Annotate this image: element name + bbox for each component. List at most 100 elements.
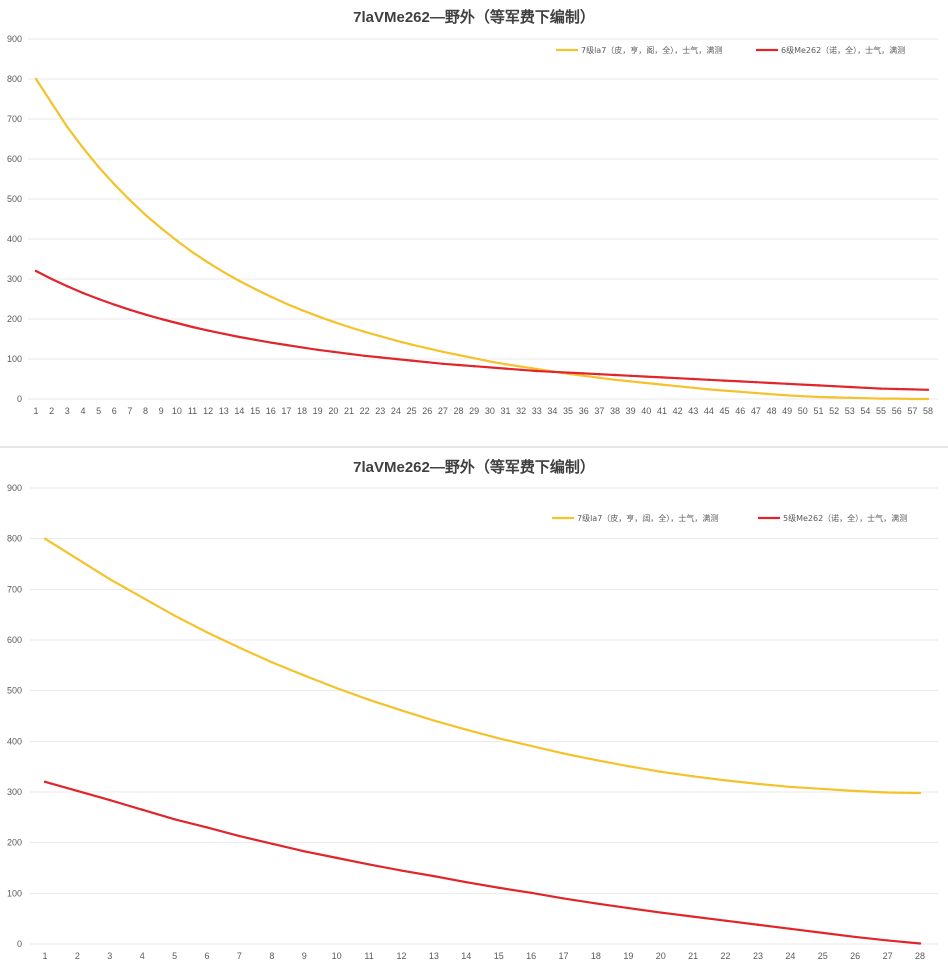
series-line-2 <box>44 780 921 945</box>
x-tick-label: 35 <box>563 406 573 416</box>
data-point <box>238 834 241 838</box>
x-tick-label: 18 <box>591 951 601 961</box>
data-point <box>504 367 507 370</box>
x-tick-label: 16 <box>526 951 536 961</box>
chart-divider <box>0 446 948 448</box>
data-point <box>379 356 382 359</box>
data-point <box>205 826 209 829</box>
data-point <box>173 614 176 617</box>
data-point <box>253 338 257 341</box>
x-tick-label: 10 <box>172 406 182 416</box>
data-point <box>723 379 726 382</box>
x-tick-label: 26 <box>850 951 860 961</box>
x-tick-label: 19 <box>313 406 323 416</box>
data-point <box>363 330 366 333</box>
data-point <box>159 317 163 321</box>
data-point <box>519 365 523 368</box>
data-point <box>400 709 403 712</box>
data-point <box>848 396 851 399</box>
data-point <box>853 935 857 939</box>
data-point <box>141 808 144 811</box>
data-point <box>367 863 371 866</box>
data-point <box>432 874 436 878</box>
data-point <box>817 395 820 399</box>
data-point <box>739 390 742 393</box>
x-tick-label: 49 <box>782 406 792 416</box>
y-tick-label: 100 <box>7 354 22 364</box>
data-point <box>43 780 47 784</box>
x-tick-label: 10 <box>332 951 342 961</box>
y-tick-label: 400 <box>7 234 22 244</box>
x-tick-label: 4 <box>80 406 85 416</box>
x-tick-label: 27 <box>438 406 448 416</box>
x-tick-label: 36 <box>579 406 589 416</box>
data-point <box>497 737 500 740</box>
x-tick-label: 8 <box>143 406 148 416</box>
legend-entry: 7级la7（皮，亨，阔，全），士气，满测 <box>577 513 718 523</box>
data-point <box>238 646 241 649</box>
y-tick-label: 0 <box>17 939 22 949</box>
data-point <box>566 371 570 374</box>
x-tick-label: 32 <box>516 406 526 416</box>
data-point <box>724 919 727 922</box>
x-tick-label: 50 <box>798 406 808 416</box>
data-point <box>707 378 711 381</box>
data-point <box>303 674 306 677</box>
chart-panel-1: 7laVMe262—野外（等军费下编制） 0 100 200 300 400 500 600… <box>0 0 948 446</box>
data-point <box>303 850 306 853</box>
data-point <box>895 397 898 400</box>
x-tick-label: 1 <box>42 951 47 961</box>
x-tick-label: 23 <box>375 406 385 416</box>
data-point <box>488 360 492 363</box>
data-point <box>335 856 338 860</box>
x-tick-label: 21 <box>344 406 354 416</box>
data-point <box>113 183 116 186</box>
legend-entry: 6级Me262（诺，全），士气，满测 <box>781 45 905 55</box>
x-tick-label: 6 <box>205 951 210 961</box>
data-point <box>81 146 85 149</box>
data-point <box>582 374 585 377</box>
x-tick-label: 45 <box>720 406 730 416</box>
data-point <box>76 789 79 793</box>
data-point <box>488 366 492 369</box>
y-tick-label: 400 <box>7 736 22 746</box>
data-point <box>801 395 805 398</box>
data-point <box>692 386 695 389</box>
data-point <box>335 686 338 690</box>
data-point <box>911 388 914 391</box>
data-point <box>159 227 163 230</box>
data-point <box>300 309 304 312</box>
x-tick-label: 2 <box>75 951 80 961</box>
x-tick-label: 28 <box>454 406 464 416</box>
x-tick-label: 12 <box>396 951 406 961</box>
data-point <box>886 939 889 942</box>
x-tick-label: 6 <box>112 406 117 416</box>
data-point <box>441 350 445 353</box>
data-point <box>432 719 436 722</box>
data-point <box>128 308 132 311</box>
data-point <box>238 279 241 283</box>
data-point <box>821 931 824 935</box>
data-point <box>659 911 662 914</box>
x-tick-label: 52 <box>829 406 839 416</box>
data-point <box>175 321 179 325</box>
chart-title: 7laVMe262—野外（等军费下编制） <box>353 459 595 476</box>
y-tick-label: 200 <box>7 838 22 848</box>
data-point <box>504 363 507 366</box>
data-point <box>206 329 210 332</box>
data-point <box>141 596 144 599</box>
data-point <box>316 315 319 318</box>
x-tick-label: 15 <box>250 406 260 416</box>
data-point <box>660 383 664 386</box>
x-tick-label: 22 <box>360 406 370 416</box>
data-point <box>562 897 565 900</box>
x-tick-label: 53 <box>845 406 855 416</box>
data-point <box>926 388 930 391</box>
data-point <box>472 365 476 368</box>
series-line-1 <box>35 78 928 401</box>
y-tick-label: 600 <box>7 635 22 645</box>
data-point <box>144 313 147 316</box>
data-point <box>205 631 209 634</box>
